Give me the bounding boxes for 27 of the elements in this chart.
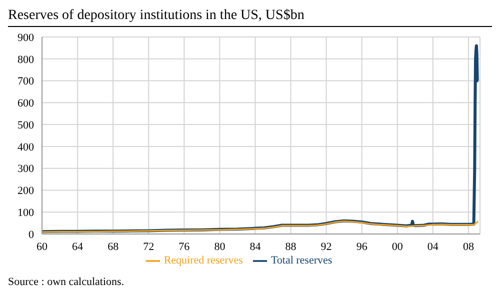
x-tick-label: 68 <box>108 240 120 253</box>
y-tick-label: 200 <box>18 185 34 198</box>
y-tick-label: 300 <box>18 163 34 176</box>
x-tick-label: 08 <box>462 240 474 253</box>
x-tick-label: 96 <box>356 240 368 253</box>
y-tick-label: 0 <box>28 228 34 241</box>
x-tick-label: 00 <box>392 240 404 253</box>
y-tick-label: 400 <box>18 141 34 154</box>
x-tick-label: 88 <box>285 240 297 253</box>
x-tick-label: 64 <box>72 240 84 253</box>
y-tick-label: 600 <box>18 98 34 110</box>
x-tick-label: 84 <box>250 240 262 253</box>
x-tick-label: 92 <box>320 240 332 253</box>
y-tick-label: 700 <box>18 76 34 88</box>
y-tick-label: 100 <box>18 207 34 220</box>
x-tick-label: 60 <box>36 240 48 253</box>
y-tick-label: 500 <box>18 119 34 132</box>
legend-label: Total reserves <box>270 254 332 267</box>
y-tick-label: 800 <box>18 54 34 66</box>
y-tick-label: 900 <box>18 32 34 44</box>
x-tick-label: 72 <box>143 240 154 253</box>
x-tick-label: 80 <box>214 240 226 253</box>
x-tick-label: 04 <box>427 240 439 253</box>
x-tick-label: 76 <box>178 240 190 253</box>
source-note: Source : own calculations. <box>8 276 126 288</box>
chart-title: Reserves of depository institutions in the US, US$bn <box>8 8 492 27</box>
legend-label: Required reserves <box>164 254 243 267</box>
